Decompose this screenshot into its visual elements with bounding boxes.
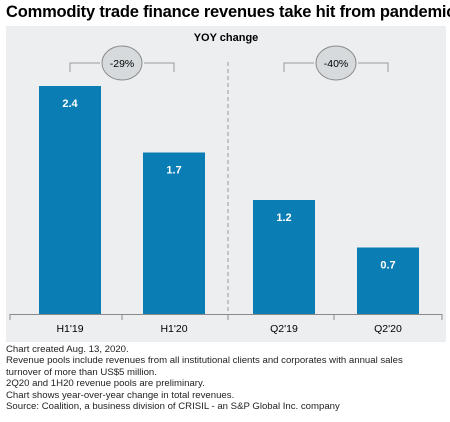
comparison-badge xyxy=(101,45,143,81)
x-tick-label: Q2'19 xyxy=(270,323,298,335)
bar xyxy=(253,200,315,314)
comparison-bracket xyxy=(69,62,100,72)
bar xyxy=(143,152,205,314)
comparison-label: -40% xyxy=(324,58,349,70)
note-line: Chart created Aug. 13, 2020. xyxy=(6,344,129,355)
bar-chart: YOY change 2.4 1.7 1.2 0.7 H1'19 H1'20 Q2'19 Q2'… xyxy=(9,32,443,335)
chart-notes: Chart created Aug. 13, 2020. Revenue poo… xyxy=(6,344,446,412)
bar-value-label: 0.7 xyxy=(380,260,395,272)
chart-subtitle: YOY change xyxy=(194,32,259,44)
note-line: Chart shows year-over-year change in tot… xyxy=(6,389,235,401)
note-line: 2Q20 and 1H20 revenue pools are prelimin… xyxy=(6,378,205,390)
chart-panel: YOY change 2.4 1.7 1.2 0.7 H1'19 H1'20 Q2'19 Q2'… xyxy=(6,26,446,342)
bar-value-label: 1.7 xyxy=(166,165,181,177)
bar xyxy=(39,86,101,314)
comparison-bracket xyxy=(283,62,314,72)
x-tick-label: Q2'20 xyxy=(374,323,402,335)
bar xyxy=(357,247,419,314)
chart-title: Commodity trade finance revenues take hi… xyxy=(6,3,450,21)
comparison-bracket xyxy=(358,62,389,72)
comparison-bracket xyxy=(144,62,175,72)
bar-value-label: 1.2 xyxy=(276,212,291,224)
comparison-label: -29% xyxy=(110,58,135,70)
note-line: turnover of more than US$5 million. xyxy=(6,366,157,378)
x-tick-label: H1'19 xyxy=(56,323,83,335)
x-tick-label: H1'20 xyxy=(160,323,187,335)
comparison-badge xyxy=(315,45,357,81)
note-line: Revenue pools include revenues from all … xyxy=(6,355,403,367)
note-line: Source: Coalition, a business division o… xyxy=(6,401,340,413)
bar-value-label: 2.4 xyxy=(62,98,78,110)
